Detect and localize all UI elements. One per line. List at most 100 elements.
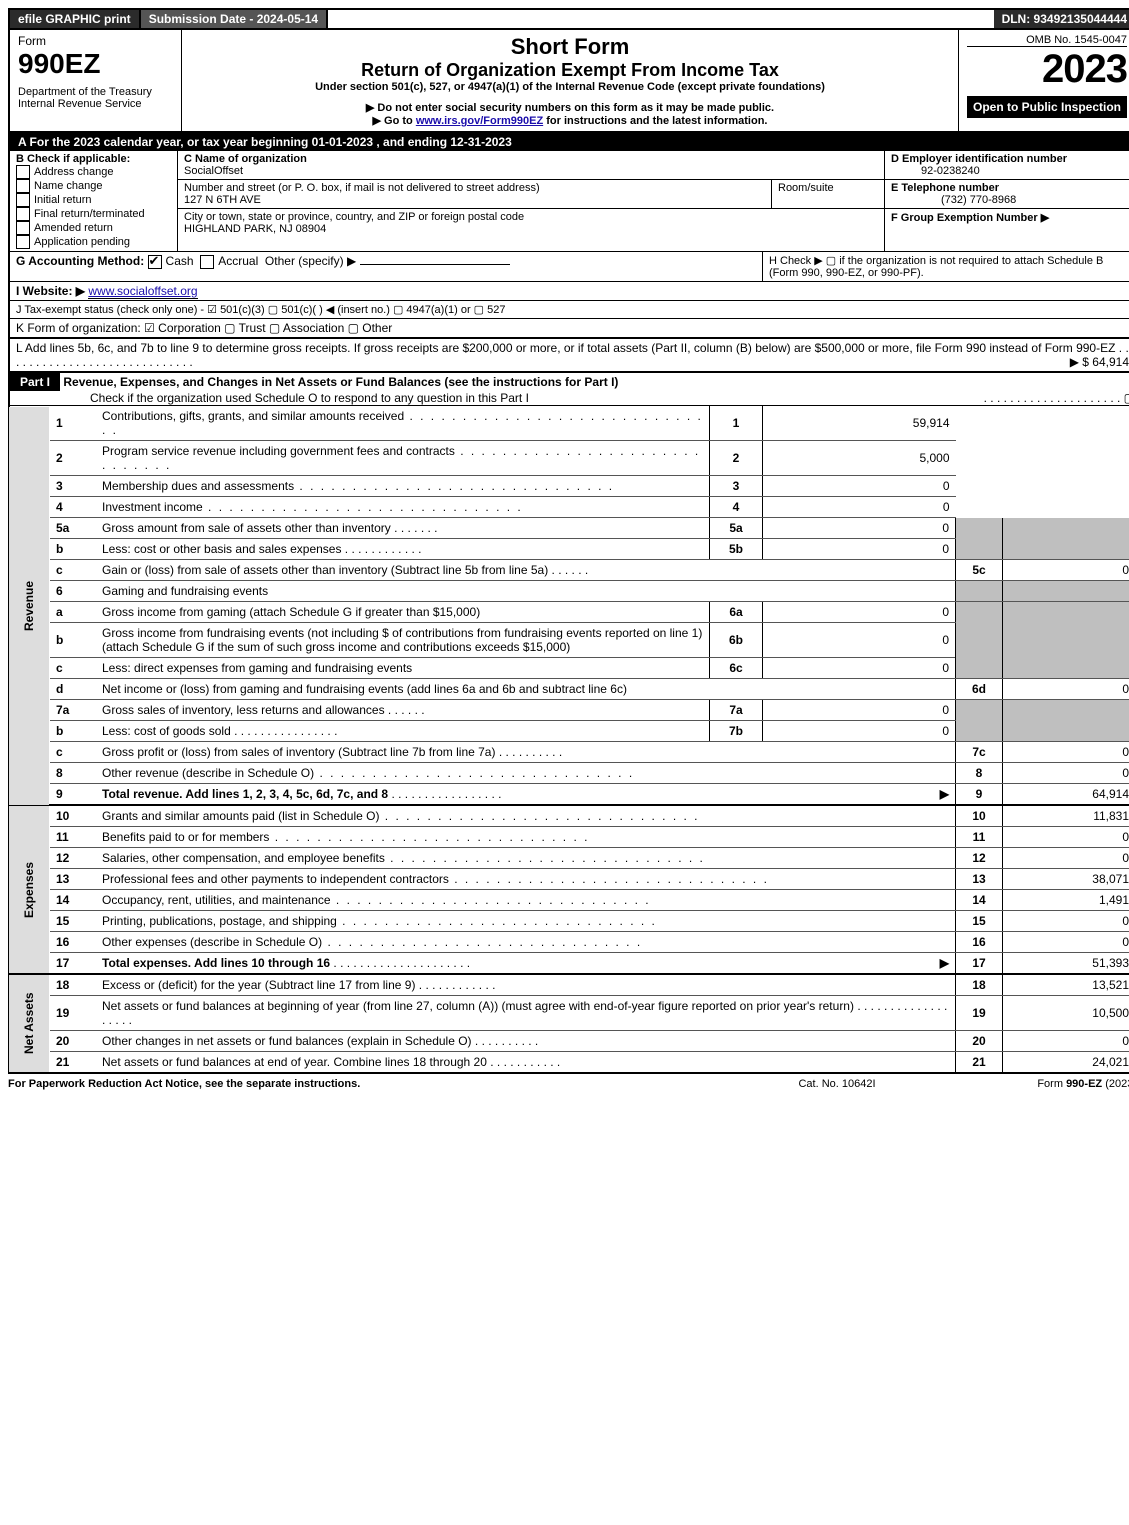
box-b: B Check if applicable: Address change Na…: [10, 151, 178, 251]
dln-label: DLN: 93492135044444: [994, 10, 1129, 28]
subtitle: Under section 501(c), 527, or 4947(a)(1)…: [190, 81, 950, 93]
row-18: Net Assets 18Excess or (deficit) for the…: [9, 974, 1129, 996]
efile-label[interactable]: efile GRAPHIC print: [10, 10, 139, 28]
r5b-val: 0: [763, 539, 956, 560]
goto-note: ▶ Go to www.irs.gov/Form990EZ for instru…: [190, 114, 950, 127]
r15-desc: Printing, publications, postage, and shi…: [96, 911, 956, 932]
submission-date: Submission Date - 2024-05-14: [139, 10, 328, 28]
street-address: 127 N 6TH AVE: [184, 194, 261, 206]
cb-amended-label: Amended return: [34, 222, 113, 234]
org-name: SocialOffset: [184, 165, 243, 177]
omb-no: OMB No. 1545-0047: [967, 34, 1127, 47]
part1-check[interactable]: ▢: [1124, 391, 1129, 405]
r5a-desc: Gross amount from sale of assets other t…: [102, 521, 391, 535]
r2-desc: Program service revenue including govern…: [96, 441, 710, 476]
tel-label: E Telephone number: [891, 182, 999, 194]
cb-pending-label: Application pending: [34, 236, 130, 248]
footer-catno: Cat. No. 10642I: [737, 1078, 937, 1090]
line-i: I Website: ▶ www.socialoffset.org: [8, 282, 1129, 301]
line-a: A For the 2023 calendar year, or tax yea…: [8, 133, 1129, 151]
r5a-val: 0: [763, 518, 956, 539]
r7b-val: 0: [763, 721, 956, 742]
footer: For Paperwork Reduction Act Notice, see …: [8, 1074, 1129, 1090]
row-5c: cGain or (loss) from sale of assets othe…: [9, 560, 1129, 581]
r6a-val: 0: [763, 602, 956, 623]
website-link[interactable]: www.socialoffset.org: [88, 284, 197, 299]
row-10: Expenses 10Grants and similar amounts pa…: [9, 805, 1129, 827]
r19-val: 10,500: [1003, 996, 1129, 1031]
part1-table: Revenue 1Contributions, gifts, grants, a…: [8, 406, 1129, 1074]
org-info-block: B Check if applicable: Address change Na…: [8, 151, 1129, 252]
row-8: 8Other revenue (describe in Schedule O)8…: [9, 763, 1129, 784]
side-netassets: Net Assets: [9, 974, 50, 1073]
r3-desc: Membership dues and assessments: [96, 476, 710, 497]
row-6a: aGross income from gaming (attach Schedu…: [9, 602, 1129, 623]
header-center: Short Form Return of Organization Exempt…: [182, 30, 959, 131]
cb-final[interactable]: Final return/terminated: [16, 207, 171, 221]
line-k-text: K Form of organization: ☑ Corporation ▢ …: [10, 319, 1129, 337]
cb-pending[interactable]: Application pending: [16, 235, 171, 249]
r8-desc: Other revenue (describe in Schedule O): [96, 763, 956, 784]
r4-val: 0: [763, 497, 956, 518]
row-14: 14Occupancy, rent, utilities, and mainte…: [9, 890, 1129, 911]
cb-cash[interactable]: [148, 255, 162, 269]
cb-amended[interactable]: Amended return: [16, 221, 171, 235]
top-bar: efile GRAPHIC print Submission Date - 20…: [8, 8, 1129, 30]
r3-val: 0: [763, 476, 956, 497]
line-l-amount: ▶ $ 64,914: [1070, 355, 1129, 369]
cb-namechange[interactable]: Name change: [16, 179, 171, 193]
r17-val: 51,393: [1003, 953, 1129, 975]
other-label: Other (specify) ▶: [265, 254, 356, 268]
r16-val: 0: [1003, 932, 1129, 953]
header-right: OMB No. 1545-0047 2023 Open to Public In…: [959, 30, 1129, 131]
r19-desc: Net assets or fund balances at beginning…: [102, 999, 854, 1013]
row-21: 21Net assets or fund balances at end of …: [9, 1052, 1129, 1074]
cb-address[interactable]: Address change: [16, 165, 171, 179]
r21-val: 24,021: [1003, 1052, 1129, 1074]
city-label: City or town, state or province, country…: [184, 211, 524, 223]
box-def: D Employer identification number 92-0238…: [885, 151, 1129, 251]
r10-val: 11,831: [1003, 805, 1129, 827]
city-value: HIGHLAND PARK, NJ 08904: [184, 223, 326, 235]
line-gh: G Accounting Method: Cash Accrual Other …: [8, 252, 1129, 282]
footer-right: Form 990-EZ (2023): [937, 1078, 1129, 1090]
cb-initial-label: Initial return: [34, 194, 91, 206]
row-13: 13Professional fees and other payments t…: [9, 869, 1129, 890]
r4-desc: Investment income: [96, 497, 710, 518]
ein-label: D Employer identification number: [891, 153, 1067, 165]
footer-left: For Paperwork Reduction Act Notice, see …: [8, 1078, 737, 1090]
dept-label: Department of the Treasury Internal Reve…: [18, 86, 173, 110]
r5c-desc: Gain or (loss) from sale of assets other…: [102, 563, 548, 577]
r1-val: 59,914: [763, 406, 956, 441]
tel-value: (732) 770-8968: [891, 194, 1016, 206]
r5b-desc: Less: cost or other basis and sales expe…: [102, 542, 341, 556]
r11-val: 0: [1003, 827, 1129, 848]
row-20: 20Other changes in net assets or fund ba…: [9, 1031, 1129, 1052]
r16-desc: Other expenses (describe in Schedule O): [96, 932, 956, 953]
box-c-label: C Name of organization: [184, 153, 307, 165]
r17-desc: Total expenses. Add lines 10 through 16: [102, 956, 330, 970]
row-12: 12Salaries, other compensation, and empl…: [9, 848, 1129, 869]
row-7a: 7aGross sales of inventory, less returns…: [9, 700, 1129, 721]
ein-value: 92-0238240: [891, 165, 980, 177]
r6b-desc: Gross income from fundraising events (no…: [96, 623, 710, 658]
r7c-val: 0: [1003, 742, 1129, 763]
r6d-val: 0: [1003, 679, 1129, 700]
irs-link[interactable]: www.irs.gov/Form990EZ: [416, 115, 543, 127]
form-word: Form: [18, 34, 173, 48]
r2-val: 5,000: [763, 441, 956, 476]
room-suite-label: Room/suite: [771, 180, 884, 208]
group-exempt-label: F Group Exemption Number ▶: [891, 212, 1049, 224]
arrow-icon-2: ▶: [940, 956, 949, 970]
r20-val: 0: [1003, 1031, 1129, 1052]
cb-accrual[interactable]: [200, 255, 214, 269]
r6c-val: 0: [763, 658, 956, 679]
cash-label: Cash: [166, 254, 194, 268]
tax-year: 2023: [967, 47, 1127, 92]
cb-initial[interactable]: Initial return: [16, 193, 171, 207]
r6d-desc: Net income or (loss) from gaming and fun…: [96, 679, 956, 700]
row-2: 2Program service revenue including gover…: [9, 441, 1129, 476]
r18-val: 13,521: [1003, 974, 1129, 996]
r14-desc: Occupancy, rent, utilities, and maintena…: [96, 890, 956, 911]
row-6: 6Gaming and fundraising events: [9, 581, 1129, 602]
